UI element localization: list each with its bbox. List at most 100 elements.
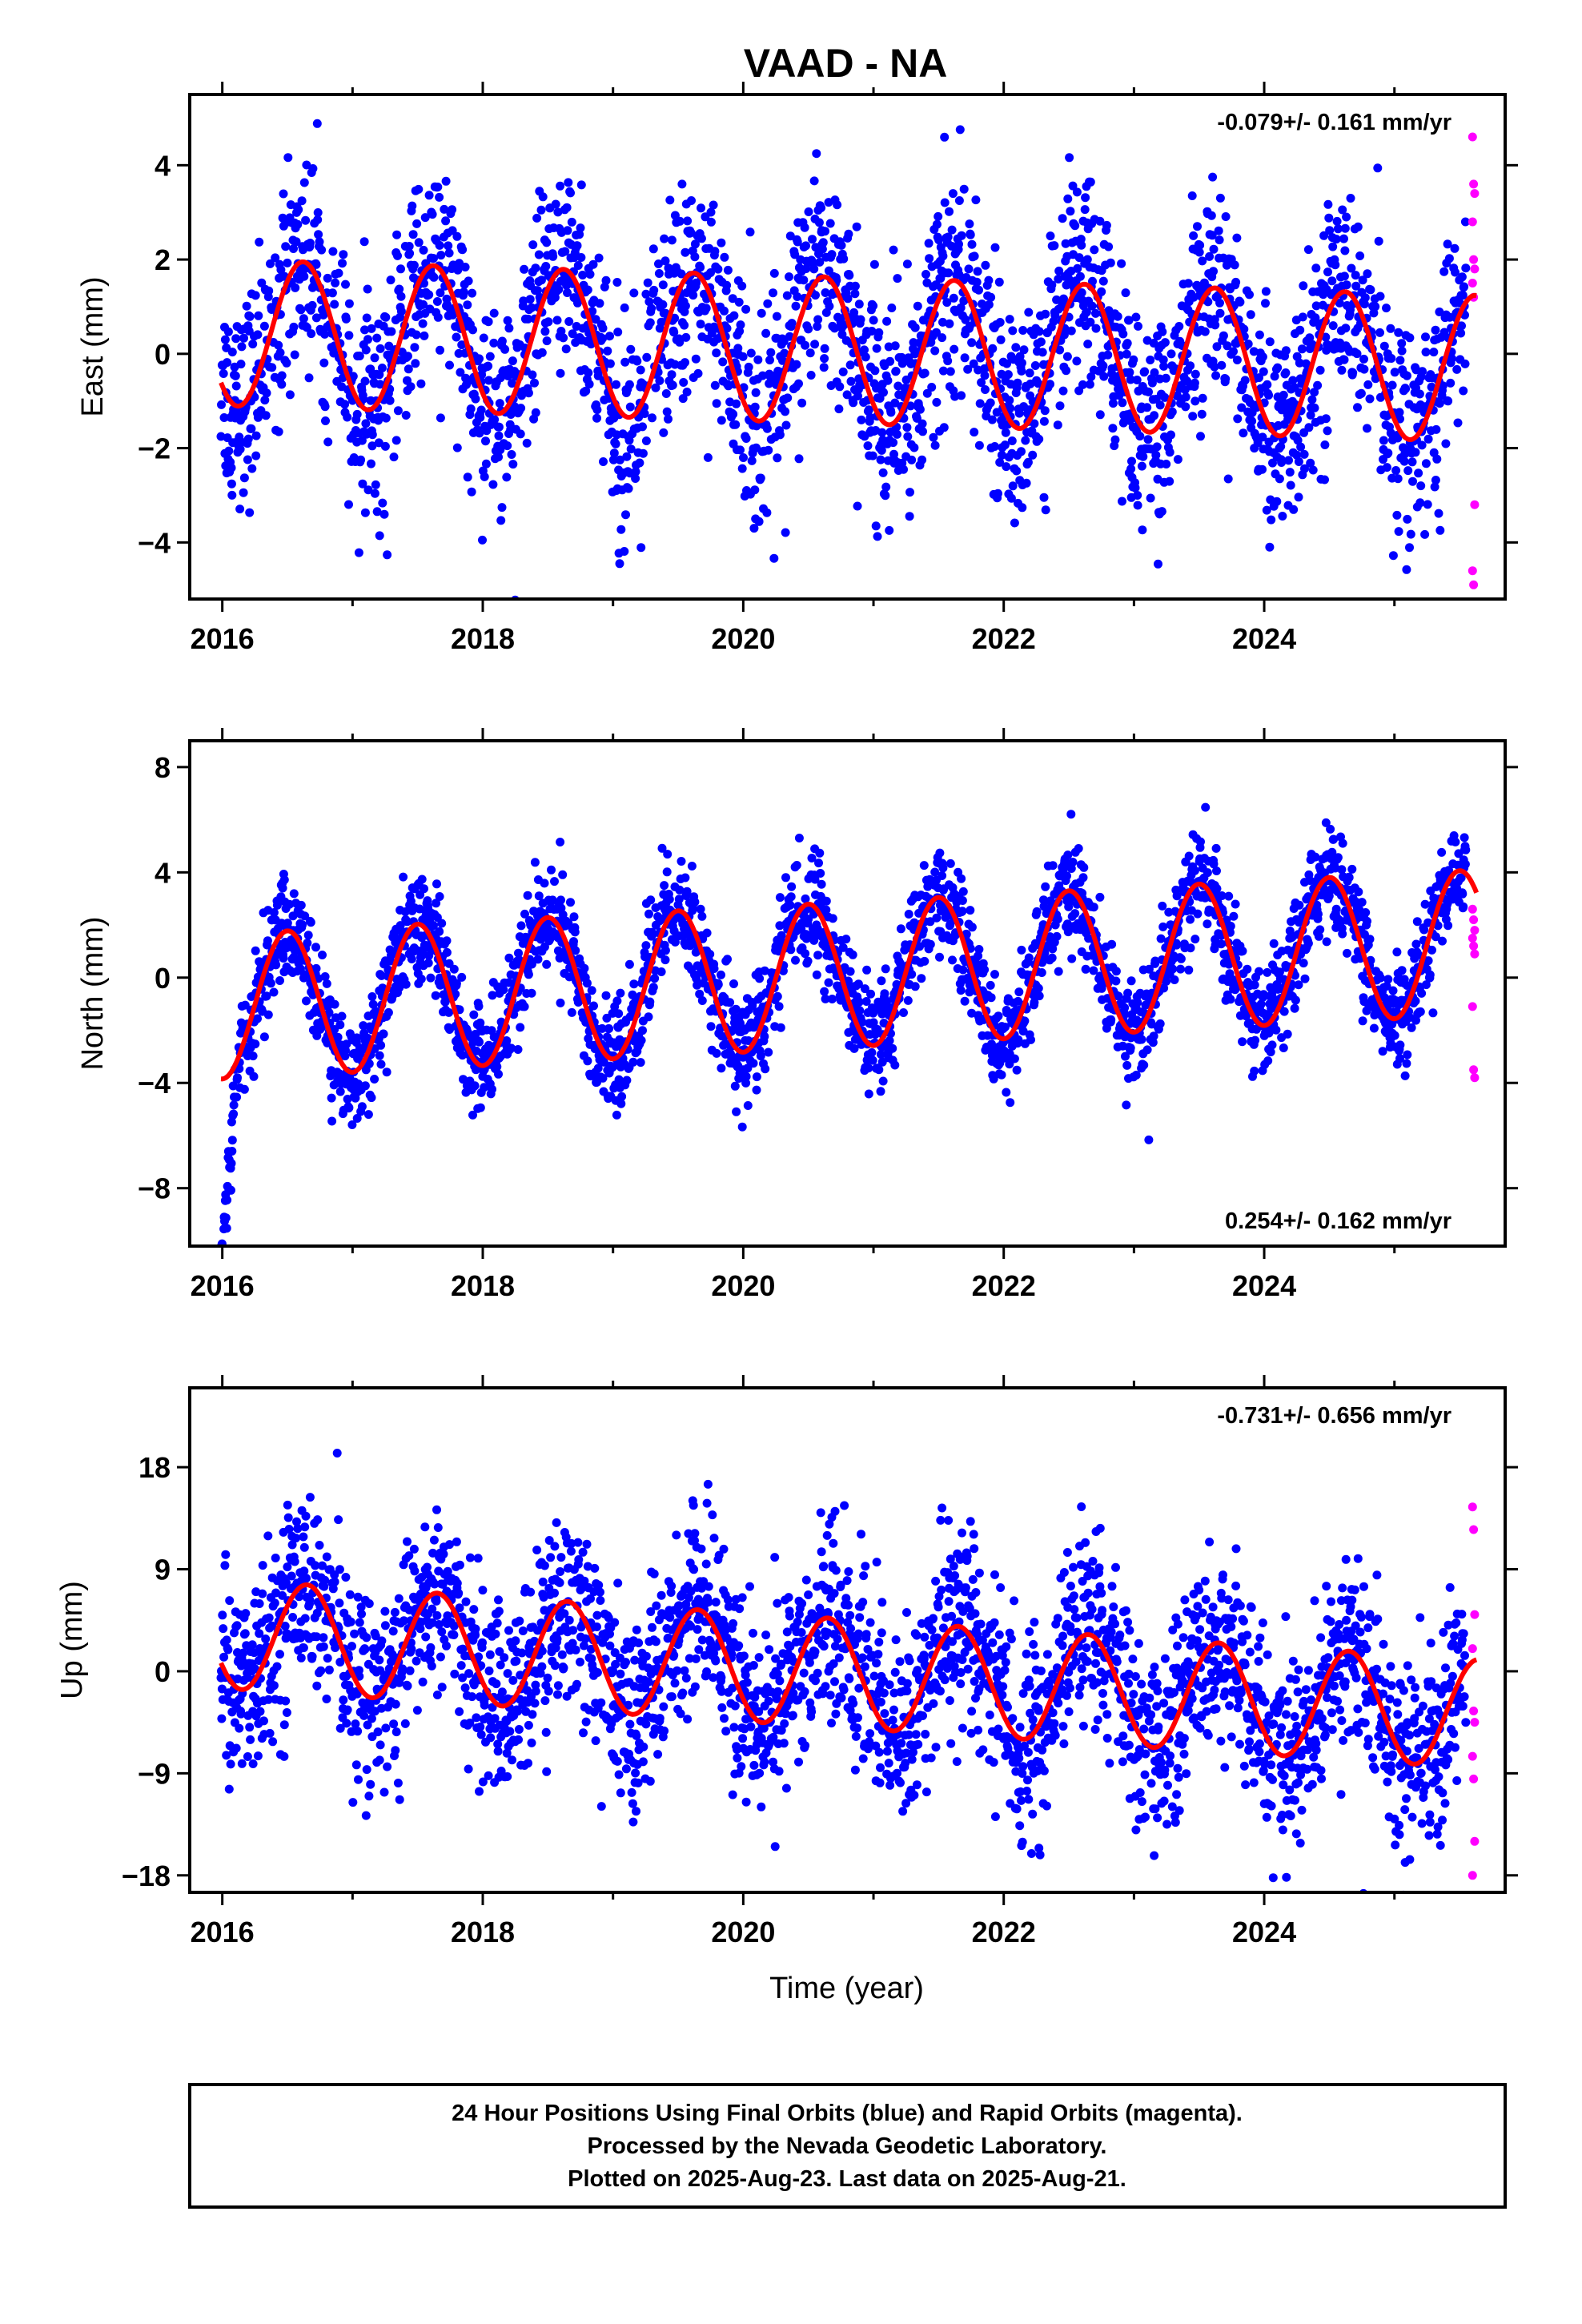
final-orbit-point (1323, 199, 1333, 209)
final-orbit-point (1047, 953, 1057, 963)
final-orbit-point (679, 378, 689, 387)
final-orbit-point (242, 301, 251, 311)
final-orbit-point (812, 970, 821, 979)
final-orbit-point (1122, 1100, 1131, 1110)
final-orbit-point (1209, 244, 1219, 254)
final-orbit-point (428, 210, 437, 219)
final-orbit-point (467, 487, 476, 497)
final-orbit-point (861, 352, 870, 362)
final-orbit-point (463, 300, 472, 310)
final-orbit-point (263, 1010, 273, 1019)
final-orbit-point (573, 998, 583, 1007)
final-orbit-point (750, 485, 760, 495)
final-orbit-point (773, 453, 782, 463)
final-orbit-point (969, 359, 978, 368)
final-orbit-point (712, 348, 721, 358)
final-orbit-point (656, 967, 666, 976)
final-orbit-point (907, 970, 917, 979)
final-orbit-point (1387, 380, 1397, 390)
final-orbit-point (1052, 931, 1062, 941)
final-orbit-point (436, 251, 446, 260)
final-orbit-point (1351, 281, 1361, 291)
final-orbit-point (636, 1035, 646, 1045)
final-orbit-point (1387, 354, 1396, 363)
final-orbit-point (1133, 501, 1142, 510)
final-orbit-point (863, 441, 873, 451)
final-orbit-point (1113, 312, 1122, 321)
final-orbit-point (934, 211, 943, 221)
final-orbit-point (1321, 332, 1331, 342)
final-orbit-point (729, 979, 738, 988)
final-orbit-point (868, 451, 877, 460)
final-orbit-point (582, 979, 592, 988)
final-orbit-point (827, 250, 837, 259)
final-orbit-point (597, 1023, 607, 1033)
final-orbit-point (1150, 411, 1159, 420)
final-orbit-point (821, 896, 831, 906)
final-orbit-point (857, 1017, 867, 1027)
final-orbit-point (737, 281, 747, 291)
final-orbit-point (852, 222, 861, 231)
final-orbit-point (1083, 340, 1093, 349)
final-orbit-point (321, 416, 330, 425)
final-orbit-point (1024, 953, 1034, 963)
final-orbit-point (393, 251, 402, 260)
final-orbit-point (1047, 280, 1057, 290)
final-orbit-point (360, 1081, 370, 1091)
final-orbit-point (1181, 402, 1191, 412)
final-orbit-point (1286, 480, 1295, 490)
final-orbit-point (967, 1008, 977, 1018)
final-orbit-point (1063, 194, 1073, 203)
final-orbit-point (747, 456, 757, 465)
final-orbit-point (682, 388, 692, 396)
final-orbit-point (994, 489, 1002, 498)
final-orbit-point (649, 285, 659, 295)
final-orbit-point (750, 402, 760, 412)
final-orbit-point (1186, 943, 1195, 953)
final-orbit-point (426, 973, 436, 983)
final-orbit-point (442, 947, 452, 957)
final-orbit-point (536, 205, 546, 215)
final-orbit-point (1121, 288, 1130, 298)
final-orbit-point (774, 1002, 784, 1011)
final-orbit-point (962, 930, 971, 939)
final-orbit-point (456, 368, 465, 377)
final-orbit-point (1417, 440, 1427, 450)
final-orbit-point (1028, 450, 1038, 460)
final-orbit-point (266, 979, 275, 988)
final-orbit-point (892, 979, 901, 989)
final-orbit-point (1275, 474, 1284, 484)
final-orbit-point (251, 431, 261, 440)
final-orbit-point (1160, 338, 1170, 348)
final-orbit-point (262, 388, 271, 398)
final-orbit-point (236, 360, 246, 369)
final-orbit-point (359, 394, 368, 404)
final-orbit-point (758, 371, 768, 380)
final-orbit-point (1036, 337, 1046, 347)
final-orbit-point (299, 178, 309, 187)
final-orbit-point (476, 1018, 485, 1027)
final-orbit-point (616, 988, 625, 998)
final-orbit-point (1139, 1060, 1149, 1070)
final-orbit-point (954, 239, 963, 249)
final-orbit-point (1118, 329, 1128, 339)
final-orbit-point (1371, 302, 1380, 312)
final-orbit-point (660, 234, 669, 243)
final-orbit-point (1276, 442, 1286, 451)
y-tick-label: −2 (138, 432, 171, 465)
final-orbit-point (368, 999, 378, 1009)
final-orbit-point (763, 299, 773, 308)
final-orbit-point (441, 176, 451, 186)
final-orbit-point (576, 223, 585, 233)
final-orbit-point (1363, 269, 1372, 279)
final-orbit-point (564, 919, 573, 927)
final-orbit-point (1229, 347, 1238, 356)
final-orbit-point (1084, 934, 1094, 943)
final-orbit-point (611, 439, 620, 448)
final-orbit-point (1133, 491, 1142, 500)
final-orbit-point (1107, 939, 1117, 949)
final-orbit-point (308, 164, 318, 173)
final-orbit-point (601, 991, 611, 1000)
final-orbit-point (620, 547, 629, 556)
final-orbit-point (1339, 271, 1349, 281)
